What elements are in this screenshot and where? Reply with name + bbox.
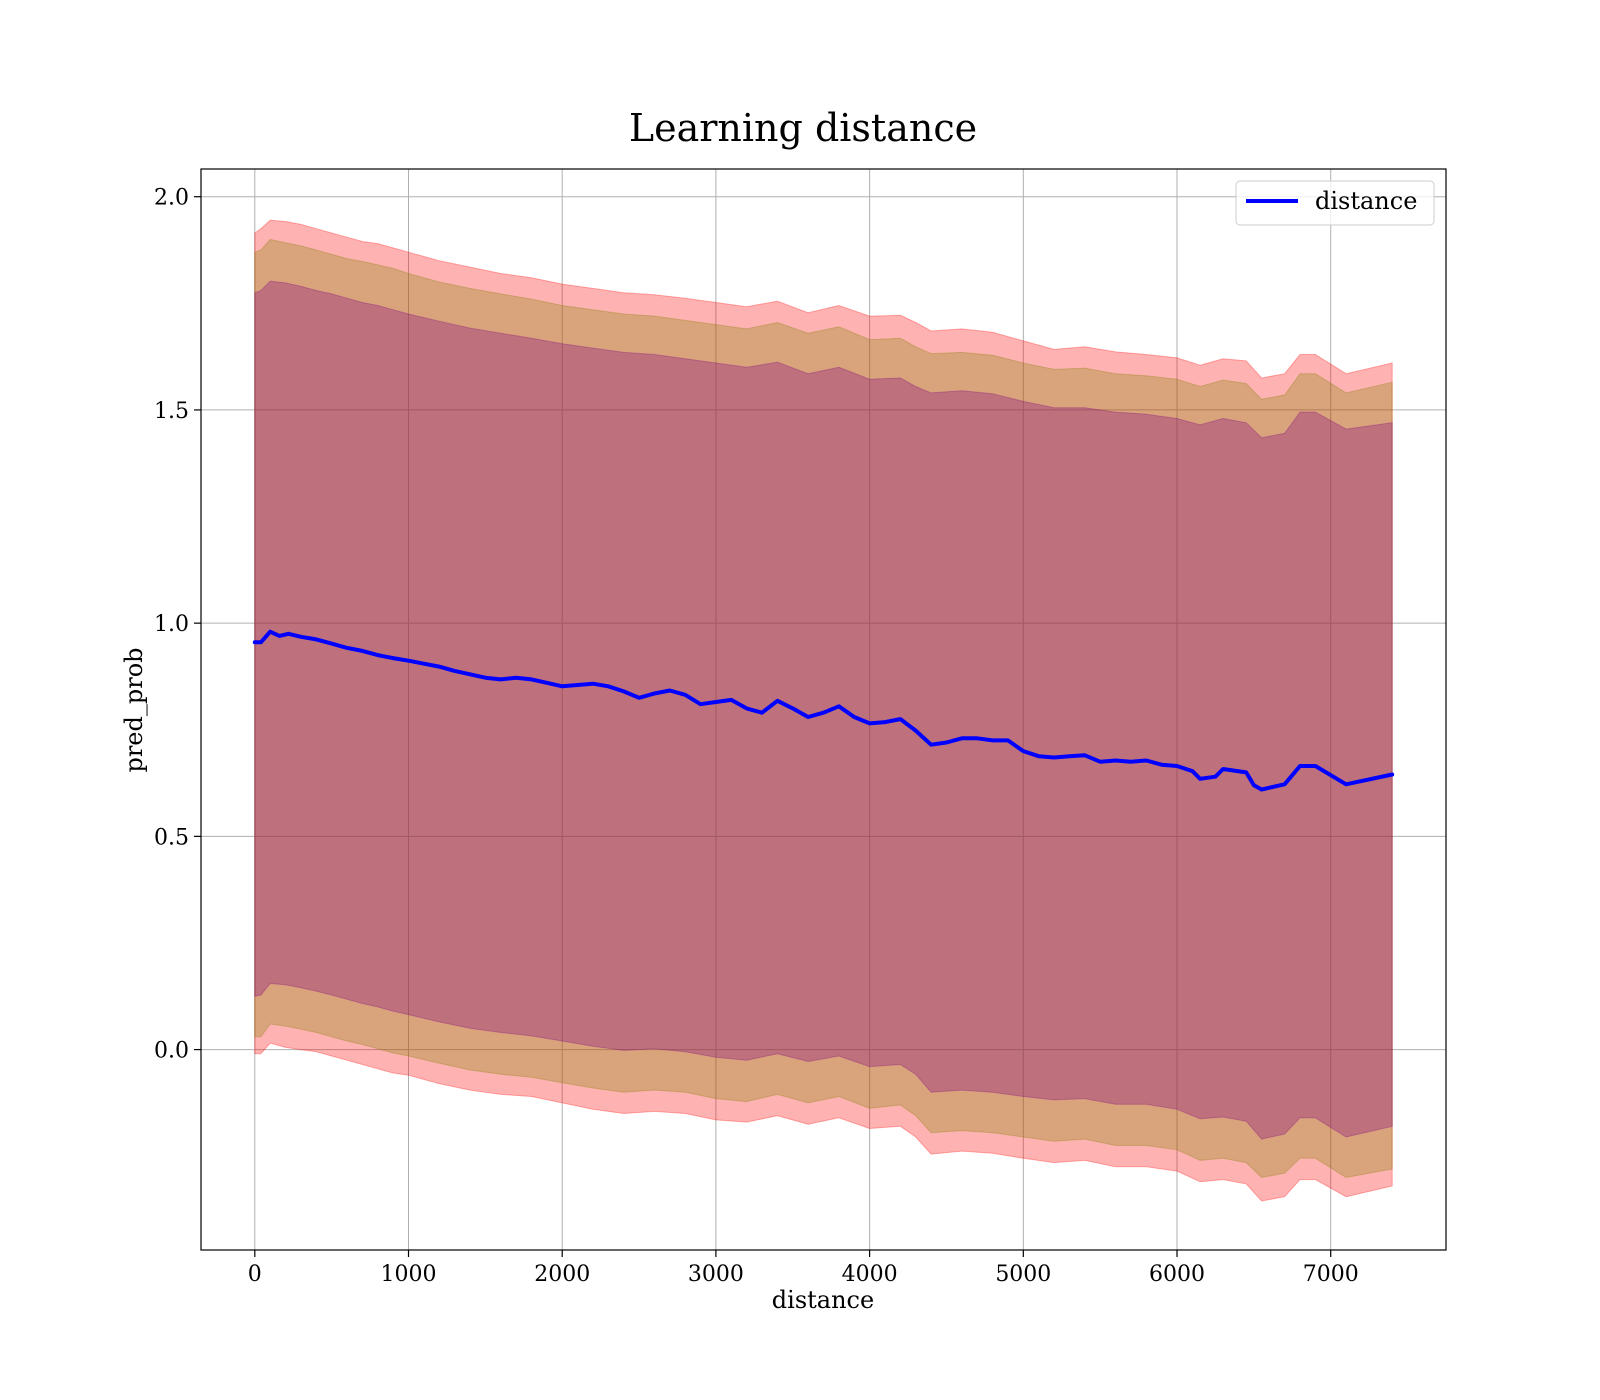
chart-title: Learning distance — [629, 106, 977, 150]
legend: distance — [1235, 180, 1435, 226]
series-line-distance — [252, 629, 1395, 792]
y-tick-label: 1.0 — [154, 612, 189, 637]
x-ticks: 0 1000 2000 3000 4000 5000 6000 7000 — [248, 1250, 1359, 1287]
lines — [252, 629, 1395, 792]
y-ticks: 0.0 0.5 1.0 1.5 2.0 — [154, 186, 201, 1064]
y-tick-label: 2.0 — [154, 186, 189, 211]
y-tick-label: 0.0 — [154, 1039, 189, 1064]
x-tick-label: 7000 — [1303, 1262, 1359, 1287]
y-tick-label: 0.5 — [154, 825, 189, 850]
y-axis-label: pred_prob — [120, 647, 148, 772]
x-axis-label: distance — [772, 1286, 874, 1314]
x-tick-label: 4000 — [842, 1262, 898, 1287]
x-tick-label: 3000 — [688, 1262, 744, 1287]
legend-label-distance: distance — [1315, 187, 1417, 215]
x-tick-label: 1000 — [381, 1262, 437, 1287]
grid — [201, 169, 1446, 1250]
x-tick-label: 0 — [248, 1262, 262, 1287]
x-tick-label: 5000 — [995, 1262, 1051, 1287]
plot-frame — [200, 168, 1447, 1251]
legend-box — [1235, 180, 1435, 226]
x-tick-label: 2000 — [534, 1262, 590, 1287]
confidence-band-2 — [254, 238, 1393, 1179]
bands — [254, 219, 1393, 1202]
x-tick-label: 6000 — [1149, 1262, 1205, 1287]
confidence-band-3 — [254, 280, 1393, 1140]
y-tick-label: 1.5 — [154, 399, 189, 424]
